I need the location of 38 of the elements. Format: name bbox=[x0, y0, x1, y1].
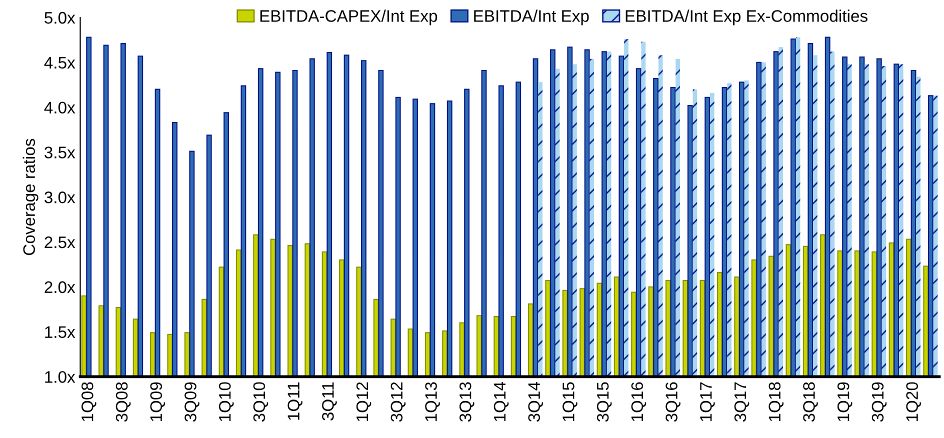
legend-label: EBITDA/Int Exp bbox=[474, 10, 589, 26]
x-tick-label: 1Q09 bbox=[150, 382, 166, 422]
y-tick-label: 4.5x bbox=[44, 56, 76, 69]
y-tick-label: 2.0x bbox=[44, 281, 76, 294]
legend-label: EBITDA-CAPEX/Int Exp bbox=[260, 10, 438, 26]
y-tick-label: 1.5x bbox=[45, 326, 76, 338]
x-tick-label: 1Q12 bbox=[356, 382, 372, 422]
x-tick-label: 1Q16 bbox=[631, 382, 646, 422]
x-tick-label: 3Q10 bbox=[253, 382, 268, 422]
x-tick-label: 3Q16 bbox=[666, 382, 680, 422]
x-tick-label: 1Q08 bbox=[82, 382, 96, 422]
x-tick-label: 3Q17 bbox=[734, 382, 750, 422]
x-tick-label: 3Q13 bbox=[459, 382, 474, 422]
y-tick-label: 5.0x bbox=[44, 12, 76, 24]
x-tick-label: 3Q11 bbox=[322, 382, 337, 420]
y-tick-label: 4.0x bbox=[44, 102, 76, 114]
x-tick-label: 3Q19 bbox=[872, 382, 887, 422]
x-tick-label: 1Q11 bbox=[288, 382, 302, 420]
x-tick-label: 1Q15 bbox=[562, 382, 578, 422]
x-tick-label: 1Q20 bbox=[906, 382, 921, 422]
y-tick-label: 3.0x bbox=[44, 192, 76, 204]
y-axis-title: Coverage ratios bbox=[22, 138, 38, 256]
y-tick-label: 3.5x bbox=[44, 146, 76, 158]
x-tick-label: 3Q08 bbox=[116, 382, 131, 422]
x-tick-label: 1Q18 bbox=[768, 382, 784, 422]
x-tick-label: 3Q12 bbox=[390, 382, 406, 422]
x-tick-label: 1Q13 bbox=[425, 382, 440, 422]
y-tick-label: 2.5x bbox=[44, 236, 76, 248]
x-tick-label: 3Q14 bbox=[528, 382, 543, 422]
x-tick-label: 1Q19 bbox=[837, 382, 852, 422]
y-tick-label: 1.0x bbox=[45, 371, 76, 383]
x-tick-label: 3Q09 bbox=[184, 382, 200, 422]
x-tick-label: 1Q14 bbox=[494, 382, 509, 422]
x-tick-label: 3Q18 bbox=[803, 382, 818, 422]
x-tick-label: 1Q17 bbox=[700, 382, 715, 422]
x-tick-label: 1Q10 bbox=[218, 382, 234, 422]
x-tick-label: 3Q15 bbox=[596, 382, 612, 422]
legend-label: EBITDA/Int Exp Ex-Commodities bbox=[626, 10, 868, 26]
